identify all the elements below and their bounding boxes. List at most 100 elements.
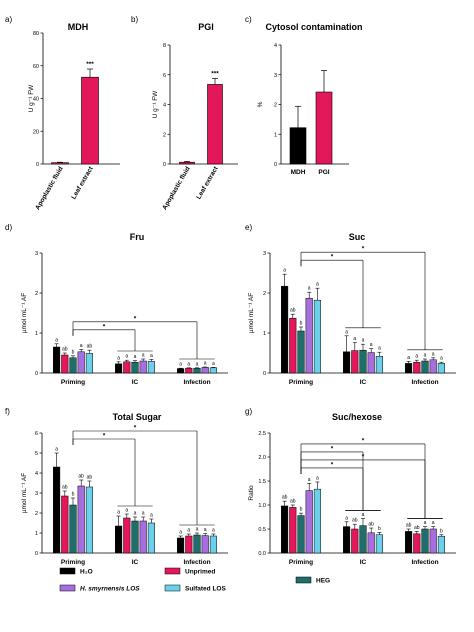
bar bbox=[405, 363, 413, 374]
y-tick-label: 3 bbox=[35, 251, 38, 257]
y-tick-label: 0 bbox=[263, 371, 266, 377]
bar bbox=[315, 91, 333, 165]
y-tick-label: 0 bbox=[35, 371, 38, 377]
letter-label: a bbox=[55, 337, 58, 343]
chart-title: Suc/hexose bbox=[332, 412, 382, 422]
significance-label: *** bbox=[211, 70, 219, 77]
category-label: Infection bbox=[411, 379, 438, 386]
significance-label: * bbox=[134, 425, 137, 432]
y-tick-label: 6 bbox=[35, 431, 38, 437]
chart-title: Suc bbox=[349, 232, 366, 242]
letter-label: a bbox=[316, 282, 319, 288]
bar bbox=[281, 505, 289, 554]
letter-label: ab bbox=[62, 347, 68, 353]
letter-label: a bbox=[150, 513, 153, 519]
letter-label: ab bbox=[290, 499, 296, 505]
y-tick-label: 1.5 bbox=[258, 479, 266, 485]
bar bbox=[193, 534, 201, 554]
letter-label: a bbox=[179, 362, 182, 368]
category-label: Infection bbox=[183, 379, 210, 386]
bar bbox=[313, 299, 321, 374]
legend-label: Unprimed bbox=[185, 569, 215, 576]
y-tick-label: 2 bbox=[274, 103, 277, 109]
y-tick-label: 6 bbox=[163, 73, 166, 79]
y-axis-label: Ratio bbox=[248, 485, 255, 501]
y-tick-label: 2 bbox=[35, 291, 38, 297]
y-tick-label: 0 bbox=[36, 162, 39, 168]
bar bbox=[131, 520, 139, 554]
bar bbox=[207, 84, 223, 165]
bar bbox=[123, 517, 131, 554]
letter-label: a bbox=[125, 508, 128, 514]
chart-panel-2: c) Cytosol contamination 0 1 2 3 4% MDH PGI bbox=[245, 15, 363, 176]
bar bbox=[359, 349, 367, 374]
bar bbox=[69, 504, 77, 554]
bar bbox=[123, 361, 131, 374]
letter-label: a bbox=[196, 361, 199, 367]
letter-label: a bbox=[142, 511, 145, 517]
letter-label: ab bbox=[352, 518, 358, 524]
significance-label: * bbox=[134, 315, 137, 322]
category-label: Priming bbox=[61, 379, 85, 386]
bar bbox=[405, 531, 413, 554]
bar bbox=[147, 361, 155, 374]
chart-title: PGI bbox=[198, 22, 214, 32]
letter-label: b bbox=[300, 321, 303, 327]
y-tick-label: 80 bbox=[33, 31, 39, 37]
y-tick-label: 40 bbox=[33, 97, 39, 103]
significance-label: * bbox=[103, 323, 106, 330]
legend-label: Sulfated LOS bbox=[185, 586, 226, 593]
letter-label: b bbox=[378, 526, 381, 532]
legend-label: H. smyrnensis LOS bbox=[80, 586, 140, 593]
category-label: IC bbox=[132, 379, 139, 386]
significance-label: * bbox=[103, 433, 106, 440]
bar bbox=[53, 346, 61, 374]
y-axis-label: µmol mL⁻¹ AF bbox=[21, 473, 28, 513]
legend-swatch bbox=[164, 584, 181, 592]
y-tick-label: 3 bbox=[263, 251, 266, 257]
bar bbox=[305, 297, 313, 374]
category-label: PGI bbox=[318, 169, 329, 176]
letter-label: ab bbox=[62, 485, 68, 491]
bar bbox=[115, 363, 123, 374]
category-label: Priming bbox=[61, 559, 85, 566]
legend-swatch bbox=[59, 584, 76, 592]
bar bbox=[77, 351, 85, 374]
bar bbox=[359, 525, 367, 554]
bar bbox=[185, 535, 193, 554]
legend-swatch bbox=[295, 576, 312, 584]
significance-label: * bbox=[362, 437, 365, 444]
bar bbox=[351, 350, 359, 374]
bar bbox=[289, 507, 297, 554]
letter-label: a bbox=[370, 342, 373, 348]
letter-label: a bbox=[134, 354, 137, 360]
category-label: IC bbox=[132, 559, 139, 566]
letter-label: b bbox=[300, 507, 303, 513]
chart-panel-0: a) MDH 0 20 40 60 80 U g⁻¹ FW Apoplastic fluid **… bbox=[5, 15, 120, 211]
letter-label: a bbox=[308, 286, 311, 292]
y-tick-label: 0 bbox=[163, 162, 166, 168]
letter-label: a bbox=[353, 336, 356, 342]
letter-label: a bbox=[142, 353, 145, 359]
letter-label: a bbox=[179, 530, 182, 536]
category-label: Infection bbox=[411, 559, 438, 566]
bar bbox=[343, 351, 351, 374]
bar bbox=[61, 495, 69, 554]
letter-label: a bbox=[117, 510, 120, 516]
y-axis-label: µmol mL⁻¹ AF bbox=[21, 293, 28, 333]
bar bbox=[115, 525, 123, 554]
bar bbox=[131, 361, 139, 374]
letter-label: ab bbox=[78, 474, 84, 480]
letter-label: ab bbox=[290, 308, 296, 314]
bar bbox=[69, 357, 77, 374]
category-label: Infection bbox=[183, 559, 210, 566]
y-tick-label: 0 bbox=[35, 551, 38, 557]
bar bbox=[177, 368, 185, 374]
bar bbox=[209, 367, 217, 374]
panel-label: a) bbox=[5, 15, 12, 24]
letter-label: a bbox=[212, 361, 215, 367]
letter-label: a bbox=[308, 477, 311, 483]
